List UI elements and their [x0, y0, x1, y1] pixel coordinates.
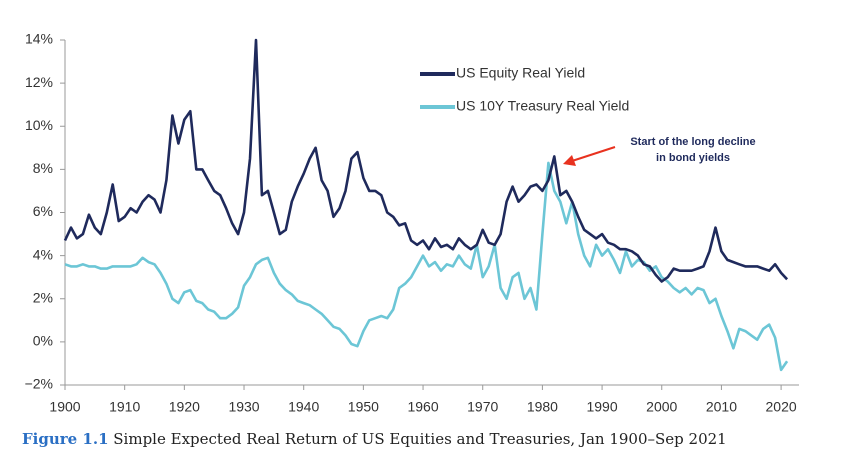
x-tick-label: 1960 — [407, 399, 438, 415]
y-tick-label: 2% — [33, 289, 53, 305]
series-line — [64, 161, 789, 372]
x-tick-label: 2010 — [706, 399, 737, 415]
caption-text: Simple Expected Real Return of US Equiti… — [109, 430, 727, 448]
legend-label: US Equity Real Yield — [456, 65, 585, 81]
x-tick-label: 1990 — [586, 399, 617, 415]
y-tick-label: 0% — [33, 333, 53, 349]
y-tick-label: 10% — [25, 117, 53, 133]
x-tick-label: 2020 — [766, 399, 797, 415]
caption-label: Figure 1.1 — [22, 430, 109, 448]
x-tick-label: 2000 — [646, 399, 677, 415]
y-tick-label: 4% — [33, 246, 53, 262]
x-tick-label: 1910 — [109, 399, 140, 415]
x-tick-label: 1950 — [348, 399, 379, 415]
y-tick-label: 12% — [25, 74, 53, 90]
annotation: Start of the long decline — [630, 136, 755, 148]
y-tick-label: −2% — [25, 376, 53, 392]
x-tick-label: 1920 — [169, 399, 200, 415]
x-tick-label: 1970 — [467, 399, 498, 415]
y-tick-label: 8% — [33, 160, 53, 176]
series-line — [63, 38, 789, 283]
x-tick-label: 1900 — [49, 399, 80, 415]
annotation-arrowhead — [563, 155, 576, 166]
annotation: in bond yields — [656, 152, 730, 164]
annotation-arrow — [571, 146, 616, 162]
y-tick-label: 14% — [25, 31, 53, 47]
x-tick-label: 1980 — [527, 399, 558, 415]
x-tick-label: 1930 — [228, 399, 259, 415]
x-tick-label: 1940 — [288, 399, 319, 415]
legend-label: US 10Y Treasury Real Yield — [456, 98, 629, 114]
caption: Figure 1.1 Simple Expected Real Return o… — [22, 430, 727, 448]
y-tick-label: 6% — [33, 203, 53, 219]
